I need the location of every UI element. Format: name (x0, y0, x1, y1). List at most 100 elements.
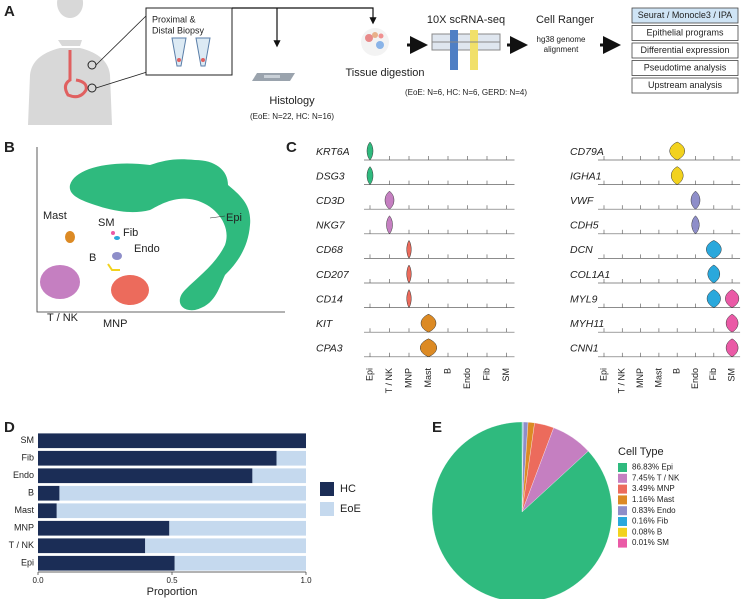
analysis-box (631, 42, 739, 59)
legend-swatch (618, 463, 627, 472)
gene-label: CDH5 (570, 220, 599, 232)
x-tick-label: 0.0 (32, 576, 44, 585)
scrnaseq-n: (EoE: N=6, HC: N=6, GERD: N=4) (405, 88, 527, 97)
cell-type-label: B (442, 368, 452, 374)
analysis-label: Differential expression (641, 45, 730, 55)
legend-label: EoE (340, 503, 361, 515)
bar (38, 450, 277, 466)
cluster-label: B (89, 252, 96, 264)
y-tick-label: Endo (13, 470, 34, 480)
gene-label: COL1A1 (570, 269, 610, 281)
gene-label: KIT (316, 318, 334, 330)
violin (670, 166, 684, 185)
gene-label: DCN (570, 244, 593, 256)
violin (690, 190, 701, 210)
legend-swatch (618, 484, 627, 494)
analysis-box (631, 77, 739, 94)
bar (38, 555, 175, 571)
panel-label: A (4, 3, 15, 20)
gene-label: CD3D (316, 195, 345, 207)
gene-label: CD79A (570, 146, 604, 158)
panel-label: E (432, 419, 442, 436)
analysis-box (631, 60, 739, 76)
legend-label: 7.45% T / NK (632, 473, 680, 482)
legend-swatch (320, 482, 334, 496)
violin (691, 215, 700, 235)
histology-label: Histology (269, 95, 315, 107)
x-tick-label: 1.0 (300, 576, 312, 585)
legend-swatch (618, 495, 627, 505)
cell-type-label: Fib (708, 368, 718, 381)
cluster-label: MNP (103, 318, 127, 330)
alignment-label: hg38 genome (537, 35, 586, 44)
cell-type-label: B (672, 368, 682, 374)
scrnaseq-label: 10X scRNA-seq (427, 14, 505, 26)
cell-type-label: Fib (481, 368, 491, 381)
bar (174, 555, 306, 571)
legend-swatch (618, 538, 627, 548)
legend-label: 1.16% Mast (632, 495, 675, 504)
cell-type-label: SM (501, 368, 511, 382)
cell-type-label: Endo (690, 368, 700, 389)
cluster-label: Endo (134, 243, 160, 255)
gene-label: CD68 (316, 244, 343, 256)
cell-type-label: T / NK (617, 368, 627, 393)
gene-label: CD14 (316, 293, 343, 305)
violin (384, 190, 395, 210)
cell-type-label: Epi (598, 368, 608, 381)
legend-label: 0.08% B (632, 527, 662, 536)
x-axis-title: Proportion (147, 586, 198, 598)
gene-label: VWF (570, 195, 594, 207)
violin (420, 338, 437, 358)
cluster-label: Mast (43, 210, 67, 222)
gene-label: CNN1 (570, 343, 599, 355)
bar (38, 538, 146, 554)
bar (276, 450, 306, 466)
y-tick-label: MNP (14, 523, 34, 533)
y-tick-label: Mast (14, 505, 34, 515)
biopsy-label: Distal Biopsy (152, 25, 205, 35)
violin (406, 289, 412, 309)
gene-label: MYL9 (570, 293, 598, 305)
analysis-box (631, 7, 739, 24)
bar (38, 433, 306, 449)
bar (38, 520, 170, 536)
bar (252, 468, 306, 484)
bar (38, 503, 57, 519)
legend-label: HC (340, 483, 356, 495)
cluster-label: Epi (226, 212, 242, 224)
y-tick-label: B (28, 488, 34, 498)
violin (406, 264, 412, 284)
panel-label: D (4, 419, 15, 436)
violin (725, 313, 739, 333)
analysis-label: Epithelial programs (646, 27, 724, 37)
bar (59, 485, 306, 501)
legend-swatch (618, 527, 627, 537)
legend-label: 0.01% SM (632, 538, 669, 547)
digestion-label: Tissue digestion (345, 67, 424, 79)
violin (706, 240, 722, 259)
y-tick-label: SM (21, 435, 35, 445)
violin (706, 289, 721, 308)
analysis-box (631, 25, 739, 41)
gene-label: KRT6A (316, 146, 350, 158)
bar (56, 503, 307, 519)
gene-label: CD207 (316, 269, 350, 281)
panel-label: C (286, 139, 297, 156)
legend-label: 0.16% Fib (632, 517, 669, 526)
cellranger-label: Cell Ranger (536, 14, 594, 26)
cell-type-label: Epi (364, 368, 374, 381)
bar (38, 485, 60, 501)
legend-label: 0.83% Endo (632, 506, 676, 515)
violin (366, 166, 374, 185)
violin (386, 215, 393, 235)
cell-type-label: MNP (635, 368, 645, 388)
cluster-label: SM (98, 217, 115, 229)
cell-type-label: Mast (653, 368, 663, 388)
violin (420, 313, 437, 333)
gene-label: MYH11 (570, 318, 604, 330)
gene-label: CPA3 (316, 343, 343, 355)
biopsy-label: Proximal & (152, 14, 196, 24)
cell-type-label: MNP (403, 368, 413, 388)
